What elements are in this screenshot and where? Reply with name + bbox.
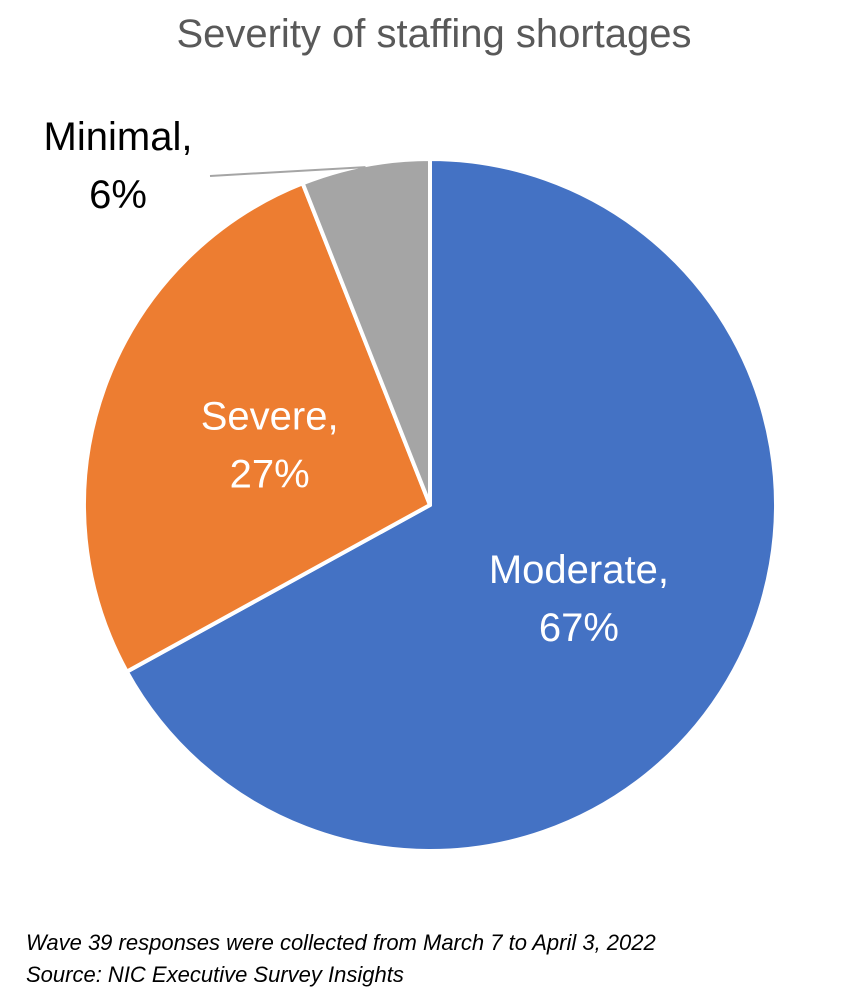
- slice-label-severe: Severe, 27%: [201, 394, 339, 496]
- slice-label-name: Minimal,: [44, 115, 193, 159]
- slice-label-value: 6%: [89, 173, 147, 217]
- chart-title: Severity of staffing shortages: [176, 12, 692, 56]
- pie-slices: [82, 157, 778, 853]
- pie-slice-moderate: [124, 157, 778, 853]
- slice-label-value: 27%: [230, 452, 310, 496]
- slice-label-value: 67%: [539, 606, 619, 650]
- slice-label-name: Severe,: [201, 394, 339, 438]
- pie-slice-severe: [82, 181, 432, 674]
- pie-slice-minimal: [300, 157, 432, 507]
- slice-label-moderate: Moderate, 67%: [489, 548, 669, 650]
- footnote-source: Source: NIC Executive Survey Insights: [26, 962, 404, 987]
- slice-label-name: Moderate,: [489, 548, 669, 592]
- leader-line-minimal: [209, 166, 366, 177]
- slice-label-minimal: Minimal, 6%: [44, 115, 193, 217]
- pie-labels: Moderate, 67% Severe, 27% Minimal, 6%: [44, 115, 669, 650]
- footnote-wave: Wave 39 responses were collected from Ma…: [26, 930, 656, 955]
